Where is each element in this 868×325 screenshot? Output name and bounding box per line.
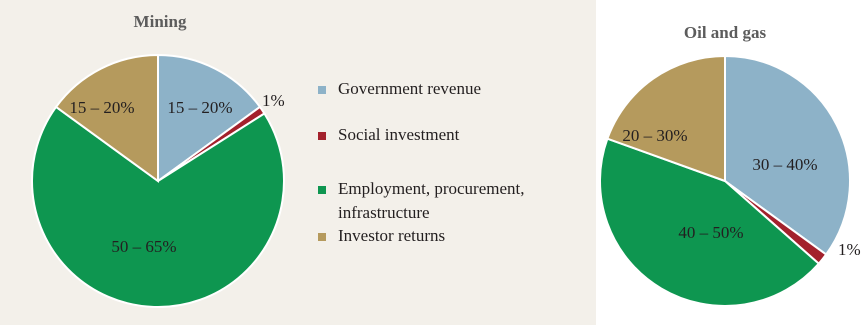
legend-swatch-government-revenue xyxy=(318,86,326,94)
legend-label-social-investment: Social investment xyxy=(338,125,460,144)
legend-swatch-investor-returns xyxy=(318,233,326,241)
legend: Government revenue Social investment Emplo… xyxy=(318,79,524,245)
legend-swatch-employment-procurement xyxy=(318,186,326,194)
legend-label-employment-procurement: Employment, procurement, xyxy=(338,179,524,198)
oil-gas-label-employment-procurement-infrastructure: 40 – 50% xyxy=(678,223,743,242)
oil-gas-slice-government-revenue xyxy=(724,54,851,256)
legend-label-employment-procurement-line2: infrastructure xyxy=(338,203,430,222)
oil-gas-label-social-investment: 1% xyxy=(838,240,861,259)
mining-chart-title: Mining xyxy=(134,12,187,31)
oil-gas-chart-title: Oil and gas xyxy=(684,23,767,42)
oil-gas-pie: 30 – 40% 1% 40 – 50% 20 – 30% xyxy=(599,54,861,307)
mining-slice-investor-returns xyxy=(54,53,159,183)
mining-label-government-revenue: 15 – 20% xyxy=(167,98,232,117)
mining-pie: 15 – 20% 1% 50 – 65% 15 – 20% xyxy=(31,53,285,308)
mining-label-employment-procurement-infrastructure: 50 – 65% xyxy=(111,237,176,256)
oil-gas-label-investor-returns: 20 – 30% xyxy=(622,126,687,145)
oil-gas-slice-investor-returns xyxy=(606,54,726,183)
mining-slice-employment-procurement-infrastructure xyxy=(31,105,285,308)
legend-swatch-social-investment xyxy=(318,132,326,140)
mining-label-social-investment: 1% xyxy=(262,91,285,110)
oil-gas-slice-employment-procurement-infrastructure xyxy=(599,137,821,307)
legend-label-investor-returns: Investor returns xyxy=(338,226,445,245)
mining-label-investor-returns: 15 – 20% xyxy=(69,98,134,117)
oil-gas-label-government-revenue: 30 – 40% xyxy=(752,155,817,174)
mining-slice-government-revenue xyxy=(157,53,262,183)
legend-label-government-revenue: Government revenue xyxy=(338,79,481,98)
